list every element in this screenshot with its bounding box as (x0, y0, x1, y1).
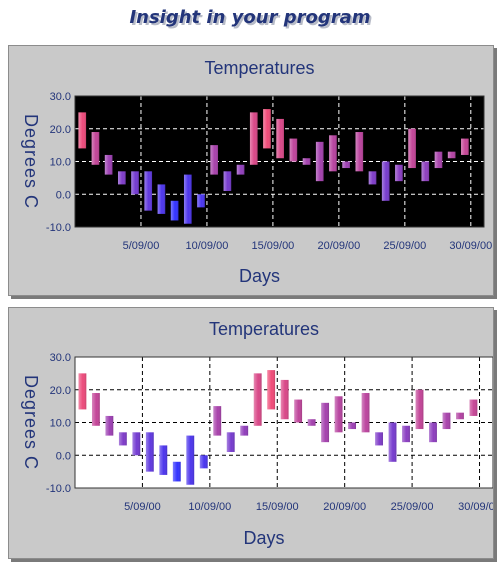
temperature-bar-shade (329, 135, 337, 172)
temperature-bar-shade (223, 171, 232, 191)
temperature-bar-shade (415, 389, 424, 430)
temperature-bar-shade (461, 138, 469, 155)
temperature-bar-shade (78, 112, 87, 149)
temperature-bar-shade (213, 406, 222, 436)
temperature-bar-shade (132, 432, 141, 456)
temperature-bar-shade (289, 138, 298, 162)
temperature-bar-shade (469, 399, 478, 416)
x-tick-label: 5/09/00 (123, 240, 160, 252)
temperature-bar-shade (395, 164, 403, 182)
temperature-bar-shade (91, 393, 100, 426)
temperature-bar-shade (334, 396, 343, 433)
temperature-bar-shade (249, 112, 258, 165)
y-tick-label: 0.0 (56, 450, 71, 462)
temperature-bar-shade (157, 184, 166, 214)
temperature-bar-shade (226, 432, 235, 452)
temperature-bar-shade (355, 132, 364, 172)
y-tick-label: 0.0 (56, 189, 71, 201)
temperature-bar-shade (104, 154, 113, 175)
temperature-bar-shade (145, 432, 154, 472)
y-axis-title: Degrees C (21, 114, 41, 209)
temperature-bar-shade (210, 145, 219, 175)
temperature-bar-shade (263, 109, 271, 149)
chart-panel-light: Temperatures 30.0 20.0 10.0 0.0 -10.0 5/09/00 1… (8, 307, 494, 559)
temperature-bar-shade (236, 164, 245, 175)
y-tick-label: 20.0 (50, 385, 71, 397)
temperature-bar-shade (375, 432, 383, 446)
x-tick-label: 25/09/00 (391, 501, 434, 513)
chart-panel-dark: Temperatures 30.0 20.0 10.0 0.0 -10.0 5/09/00 1… (8, 45, 494, 296)
temperature-bar-shade (118, 171, 126, 185)
y-tick-label: 10.0 (50, 418, 71, 430)
temperature-bar-shade (186, 435, 195, 485)
temperature-bar-shade (434, 151, 443, 169)
x-axis-title: Days (243, 528, 284, 548)
temperature-bar-shade (276, 118, 284, 159)
temperature-bar-shade (170, 200, 179, 221)
temperature-bar-shade (172, 461, 181, 482)
temperature-bar-shade (315, 141, 324, 182)
x-tick-label: 20/09/00 (317, 240, 360, 252)
banner-title: Insight in your program (129, 7, 371, 28)
temperature-bar-shade (421, 161, 430, 182)
temperature-chart-light: Temperatures 30.0 20.0 10.0 0.0 -10.0 5/09/00 1… (21, 319, 493, 548)
temperature-bar-shade (197, 194, 205, 208)
temperature-bar-shade (91, 132, 100, 165)
temperature-bar-shade (429, 422, 437, 443)
y-tick-label: -10.0 (46, 222, 71, 234)
x-axis-title: Days (239, 266, 280, 286)
temperature-bar-shade (280, 379, 289, 420)
temperature-bar-shade (342, 161, 350, 169)
y-axis-title: Degrees C (21, 375, 41, 470)
temperature-bar-shade (302, 158, 311, 165)
x-tick-label: 30/09/00 (449, 240, 492, 252)
temperature-bar-shade (78, 373, 87, 410)
plot-border (74, 95, 485, 228)
temperature-bar-shade (294, 399, 303, 423)
temperature-bar-shade (361, 393, 370, 433)
temperature-bar-shade (447, 151, 456, 159)
y-tick-label: 30.0 (50, 91, 71, 103)
temperature-bar-shade (267, 370, 276, 410)
temperature-chart-dark: Temperatures 30.0 20.0 10.0 0.0 -10.0 5/09/00 1… (21, 58, 492, 286)
x-tick-label: 5/09/00 (124, 501, 161, 513)
temperature-bar-shade (442, 412, 451, 430)
temperature-bar-shade (144, 171, 153, 211)
y-tick-label: 30.0 (50, 352, 71, 364)
temperature-bar-shade (118, 432, 127, 446)
plot-border (74, 356, 493, 489)
temperature-bar-shade (381, 161, 390, 201)
x-tick-label: 25/09/00 (383, 240, 426, 252)
temperature-bar-shade (105, 415, 114, 436)
temperature-bar-shade (199, 455, 208, 469)
x-tick-label: 15/09/00 (256, 501, 299, 513)
x-tick-label: 30/09/00 (458, 501, 493, 513)
y-tick-label: 10.0 (50, 157, 71, 169)
x-tick-label: 15/09/00 (251, 240, 294, 252)
temperature-bar-shade (348, 422, 357, 430)
temperature-bar-shade (240, 425, 249, 436)
temperature-bar-shade (183, 174, 192, 224)
temperature-bar-shade (307, 419, 316, 426)
temperature-bar-shade (388, 422, 397, 462)
x-tick-label: 10/09/00 (186, 240, 229, 252)
temperature-bar-shade (402, 425, 410, 443)
y-tick-label: -10.0 (46, 483, 71, 495)
chart-title: Temperatures (209, 319, 319, 339)
temperature-bar-shade (321, 402, 330, 443)
temperature-bar-shade (159, 445, 168, 475)
temperature-bar-shade (368, 171, 377, 185)
y-tick-label: 20.0 (50, 124, 71, 136)
temperature-bar-shade (408, 128, 416, 169)
chart-title: Temperatures (204, 58, 314, 78)
x-tick-label: 20/09/00 (323, 501, 366, 513)
temperature-bar-shade (131, 171, 139, 195)
x-tick-label: 10/09/00 (188, 501, 231, 513)
temperature-bar-shade (253, 373, 262, 426)
temperature-bar-shade (456, 412, 464, 420)
